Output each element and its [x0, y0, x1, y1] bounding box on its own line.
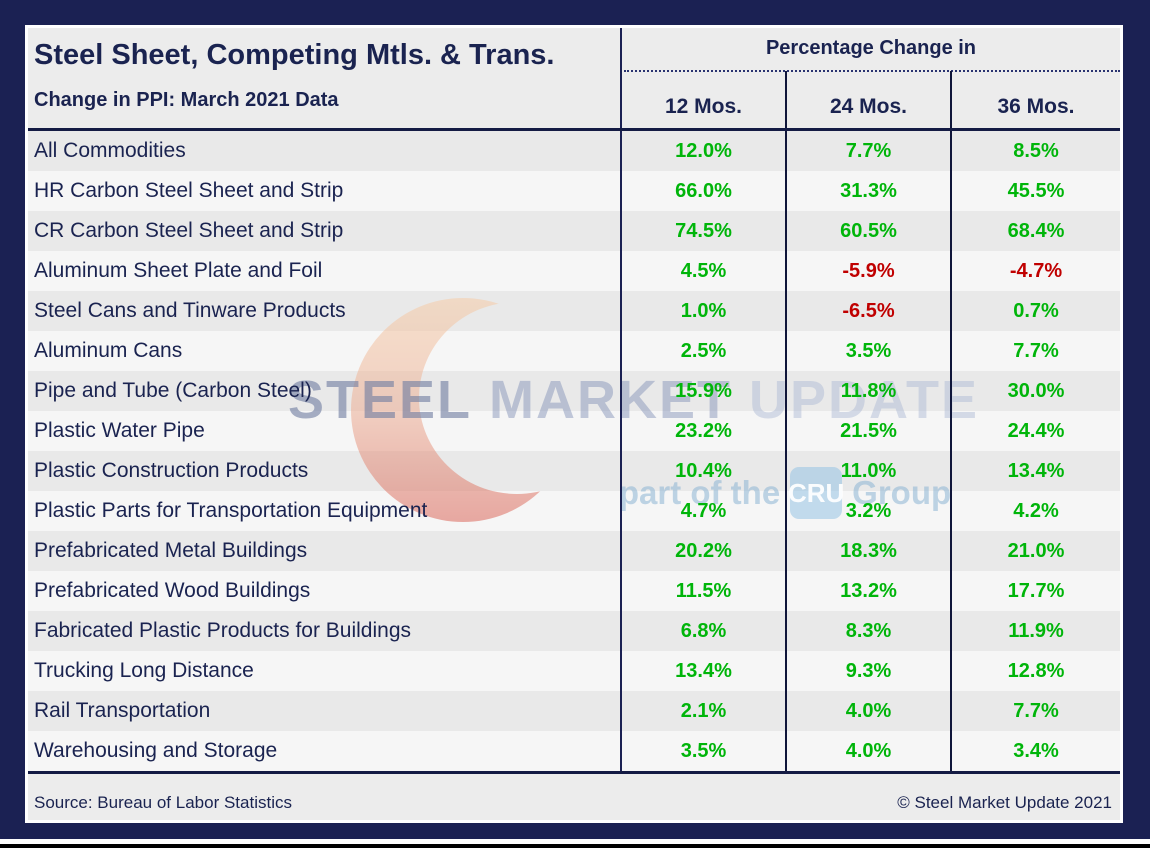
- table-row: Prefabricated Metal Buildings 20.2% 18.3% 2…: [28, 531, 1120, 571]
- table-row: Plastic Parts for Transportation Equipme…: [28, 491, 1120, 531]
- divider-12-24: [785, 71, 787, 771]
- row-value: 12.8%: [1007, 659, 1065, 682]
- row-value: 2.5%: [680, 339, 727, 362]
- table-row: Plastic Construction Products 10.4% 11.0% 1…: [28, 451, 1120, 491]
- row-value: 0.7%: [1013, 299, 1059, 322]
- row-value: 11.0%: [840, 459, 897, 482]
- page-subtitle: Change in PPI: March 2021 Data: [34, 89, 339, 111]
- table-row: Rail Transportation 2.1% 4.0% 7.7%: [28, 691, 1120, 731]
- table-row: Fabricated Plastic Products for Building…: [28, 611, 1120, 651]
- row-value: 17.7%: [1007, 579, 1065, 602]
- row-value: 8.3%: [845, 619, 892, 642]
- table-row: Plastic Water Pipe 23.2% 21.5% 24.4%: [28, 411, 1120, 451]
- row-label: Trucking Long Distance: [34, 659, 254, 682]
- row-label: Warehousing and Storage: [34, 739, 278, 762]
- table-row: Trucking Long Distance 13.4% 9.3% 12.8%: [28, 651, 1120, 691]
- column-header-12mos: 12 Mos.: [664, 95, 743, 118]
- divider-24-36: [950, 71, 952, 771]
- row-value: 3.4%: [1013, 739, 1059, 762]
- table-card: Steel Sheet, Competing Mtls. & Trans. Ch…: [25, 25, 1123, 823]
- row-value: 4.5%: [680, 259, 727, 282]
- row-label: Aluminum Sheet Plate and Foil: [34, 259, 323, 282]
- row-value: 8.5%: [1013, 139, 1059, 162]
- row-value: 31.3%: [840, 179, 897, 202]
- row-label: Plastic Construction Products: [34, 459, 309, 482]
- source-note: Source: Bureau of Labor Statistics: [34, 793, 292, 812]
- row-label: Steel Cans and Tinware Products: [34, 299, 346, 322]
- row-value: 74.5%: [675, 219, 732, 242]
- row-label: Aluminum Cans: [34, 339, 183, 362]
- footer: Source: Bureau of Labor Statistics © Ste…: [28, 774, 1120, 820]
- row-value: 7.7%: [1013, 699, 1059, 722]
- column-header-24mos: 24 Mos.: [829, 95, 908, 118]
- row-value: 21.0%: [1007, 539, 1065, 562]
- row-value: 66.0%: [675, 179, 732, 202]
- row-value: 13.4%: [675, 659, 732, 682]
- row-value: 24.4%: [1007, 419, 1065, 442]
- table-row: Pipe and Tube (Carbon Steel) 15.9% 11.8% 30…: [28, 371, 1120, 411]
- row-value: -4.7%: [1009, 259, 1063, 282]
- table-row: CR Carbon Steel Sheet and Strip 74.5% 60.5…: [28, 211, 1120, 251]
- row-label: Prefabricated Wood Buildings: [34, 579, 311, 602]
- row-value: 13.4%: [1007, 459, 1065, 482]
- column-header-36mos: 36 Mos.: [997, 95, 1075, 118]
- row-value: 4.2%: [1013, 499, 1059, 522]
- row-value: 3.5%: [680, 739, 727, 762]
- row-value: 10.4%: [675, 459, 732, 482]
- row-label: HR Carbon Steel Sheet and Strip: [34, 179, 344, 202]
- table-row: HR Carbon Steel Sheet and Strip 66.0% 31.3…: [28, 171, 1120, 211]
- row-value: 7.7%: [1013, 339, 1059, 362]
- row-value: 4.0%: [845, 699, 892, 722]
- bottom-black-strip: [0, 844, 1150, 848]
- table-row: Prefabricated Wood Buildings 11.5% 13.2% 17…: [28, 571, 1120, 611]
- row-value: 1.0%: [680, 299, 727, 322]
- row-value: 30.0%: [1007, 379, 1065, 402]
- row-value: 2.1%: [680, 699, 727, 722]
- divider-labels-values: [620, 28, 622, 771]
- table-row: Steel Cans and Tinware Products 1.0% -6.5%…: [28, 291, 1120, 331]
- row-value: 4.7%: [680, 499, 727, 522]
- row-label: Plastic Parts for Transportation Equipme…: [34, 499, 428, 522]
- row-value: 13.2%: [840, 579, 897, 602]
- table-row: All Commodities 12.0% 7.7% 8.5%: [28, 131, 1120, 171]
- row-label: Fabricated Plastic Products for Building…: [34, 619, 412, 642]
- copyright-note: © Steel Market Update 2021: [897, 793, 1112, 812]
- row-value: 45.5%: [1007, 179, 1065, 202]
- row-label: Prefabricated Metal Buildings: [34, 539, 308, 562]
- body-bottom-rule: [28, 771, 1120, 774]
- row-value: 11.9%: [1008, 619, 1064, 642]
- row-value: 23.2%: [675, 419, 732, 442]
- row-label: Plastic Water Pipe: [34, 419, 205, 442]
- table-row: Aluminum Sheet Plate and Foil 4.5% -5.9% -4…: [28, 251, 1120, 291]
- row-value: 15.9%: [675, 379, 732, 402]
- row-label: Pipe and Tube (Carbon Steel): [34, 379, 312, 402]
- row-value: 4.0%: [845, 739, 892, 762]
- row-label: Rail Transportation: [34, 699, 211, 722]
- row-value: -6.5%: [842, 299, 895, 322]
- row-value: 21.5%: [840, 419, 897, 442]
- page-title: Steel Sheet, Competing Mtls. & Trans.: [34, 39, 555, 71]
- row-value: 3.5%: [845, 339, 892, 362]
- row-value: -5.9%: [842, 259, 895, 282]
- header-bottom-rule: [28, 128, 1120, 131]
- column-group-header: Percentage Change in: [765, 37, 977, 59]
- row-label: CR Carbon Steel Sheet and Strip: [34, 219, 344, 242]
- row-value: 11.5%: [675, 579, 732, 602]
- row-value: 18.3%: [840, 539, 897, 562]
- row-value: 6.8%: [680, 619, 727, 642]
- row-value: 11.8%: [840, 379, 897, 402]
- row-value: 7.7%: [845, 139, 892, 162]
- row-value: 12.0%: [675, 139, 732, 162]
- row-value: 9.3%: [845, 659, 892, 682]
- table-body: All Commodities 12.0% 7.7% 8.5% HR Carbon St…: [28, 131, 1120, 771]
- header-dotted-divider: [624, 70, 1120, 72]
- bottom-white-strip: [0, 839, 1150, 844]
- row-value: 3.2%: [845, 499, 892, 522]
- row-value: 68.4%: [1007, 219, 1065, 242]
- table-row: Aluminum Cans 2.5% 3.5% 7.7%: [28, 331, 1120, 371]
- row-value: 20.2%: [675, 539, 732, 562]
- table-row: Warehousing and Storage 3.5% 4.0% 3.4%: [28, 731, 1120, 771]
- row-value: 60.5%: [840, 219, 897, 242]
- row-label: All Commodities: [34, 139, 186, 162]
